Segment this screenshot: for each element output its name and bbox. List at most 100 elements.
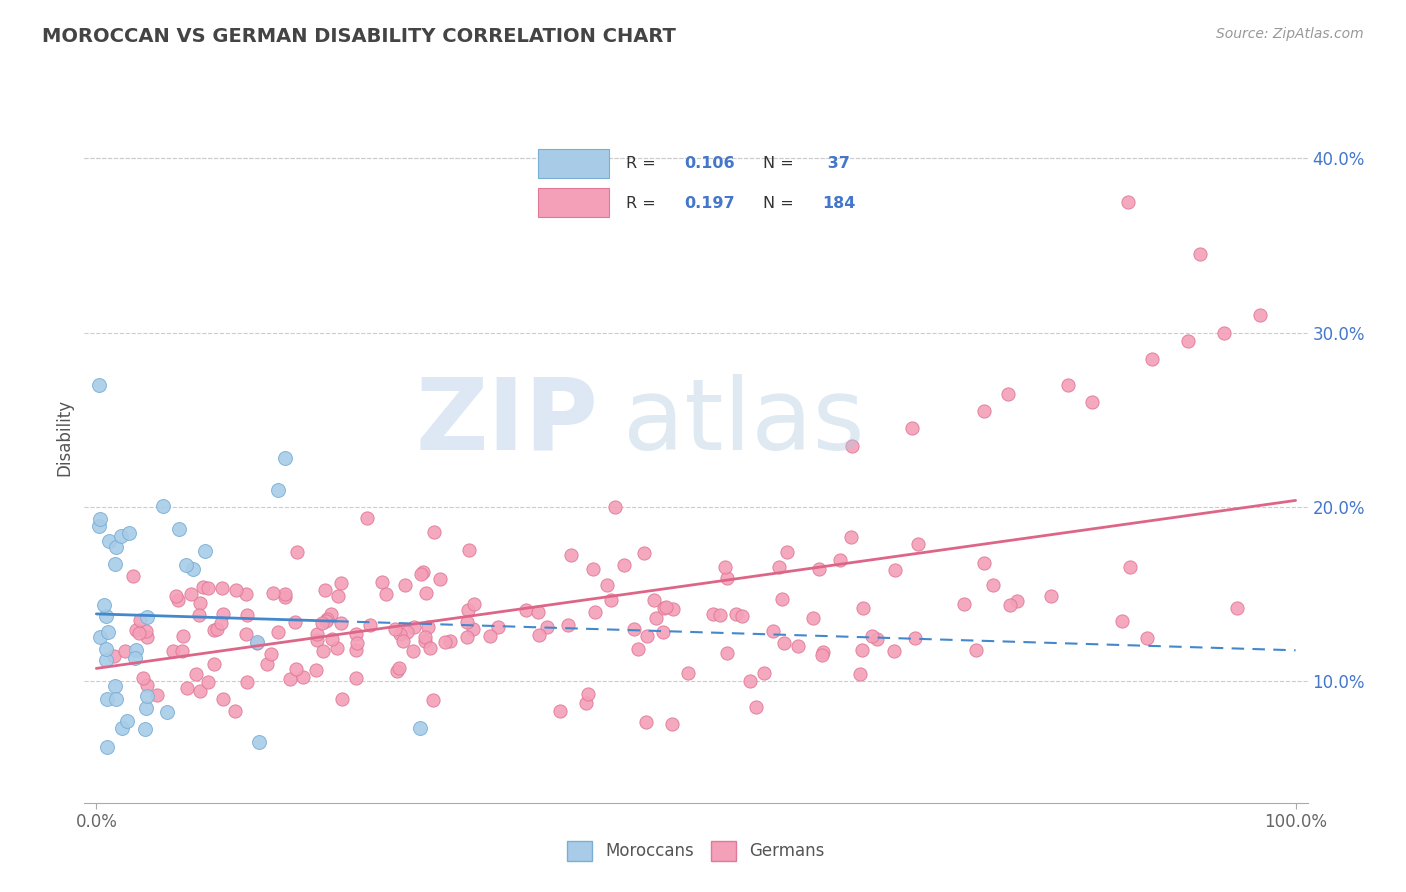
Point (901, 421, 924, 435)
Point (162, 644, 184, 658)
Point (637, 629, 659, 643)
Point (456, 615, 478, 630)
Point (633, 546, 655, 560)
Point (202, 657, 225, 672)
Point (135, 701, 157, 715)
Point (104, 541, 127, 555)
Point (136, 630, 159, 644)
Point (225, 582, 247, 597)
Point (346, 636, 368, 650)
Point (828, 553, 851, 567)
Point (1118, 560, 1140, 574)
Point (314, 583, 336, 598)
Point (111, 721, 134, 735)
Point (359, 618, 381, 632)
Point (396, 625, 419, 640)
Point (1140, 351, 1163, 366)
Point (807, 562, 830, 576)
Point (768, 560, 790, 574)
Point (97, 624, 120, 639)
Point (652, 624, 675, 639)
Point (676, 666, 699, 681)
Point (152, 499, 174, 513)
Point (583, 605, 606, 619)
Point (118, 526, 141, 541)
Point (212, 692, 235, 706)
Point (716, 571, 738, 585)
Point (125, 643, 148, 657)
Text: atlas: atlas (623, 374, 865, 471)
Point (89, 630, 111, 644)
Point (384, 623, 406, 637)
Text: 184: 184 (823, 195, 855, 211)
Point (716, 646, 738, 660)
Point (652, 600, 675, 615)
Point (527, 628, 550, 642)
Point (315, 615, 337, 629)
Point (1080, 395, 1102, 409)
Point (194, 544, 217, 558)
Point (169, 521, 191, 535)
Point (745, 700, 768, 714)
Point (246, 634, 269, 648)
Point (305, 663, 328, 677)
Point (457, 603, 479, 617)
Point (1136, 632, 1159, 646)
Bar (537, 188, 609, 218)
Point (486, 620, 509, 634)
Point (536, 620, 558, 634)
Point (401, 644, 423, 658)
Point (188, 596, 211, 610)
Text: ZIP: ZIP (415, 374, 598, 471)
Point (236, 675, 259, 690)
Point (548, 704, 571, 718)
Point (478, 629, 501, 643)
Point (409, 721, 432, 735)
Point (274, 587, 297, 601)
Point (89, 511, 111, 525)
Point (129, 613, 152, 627)
Point (96, 692, 118, 706)
Point (643, 593, 665, 607)
Point (636, 714, 658, 729)
Point (1040, 589, 1063, 603)
Point (326, 640, 349, 655)
Point (344, 671, 367, 685)
Legend: Moroccans, Germans: Moroccans, Germans (561, 834, 831, 868)
Point (330, 691, 353, 706)
Point (416, 619, 439, 633)
Point (754, 665, 776, 680)
Point (328, 589, 350, 603)
Point (344, 643, 367, 657)
Text: 37: 37 (823, 156, 849, 171)
Point (973, 556, 995, 570)
Point (1177, 334, 1199, 349)
Point (211, 582, 233, 596)
Point (132, 671, 155, 685)
Point (770, 591, 793, 606)
Point (655, 599, 678, 614)
Point (235, 627, 257, 641)
Point (776, 545, 799, 559)
Point (104, 691, 127, 706)
Point (866, 632, 889, 646)
Point (280, 672, 302, 686)
Point (319, 607, 342, 621)
Point (952, 597, 974, 611)
Point (188, 684, 211, 698)
Point (305, 633, 328, 648)
Point (236, 607, 259, 622)
Point (224, 704, 246, 718)
Point (429, 572, 451, 586)
Point (515, 603, 537, 617)
Point (883, 643, 905, 657)
Point (98, 533, 121, 548)
Point (413, 630, 436, 644)
Point (103, 648, 125, 663)
Point (724, 607, 747, 621)
Point (174, 558, 197, 572)
Point (166, 593, 188, 607)
Point (187, 607, 209, 622)
Bar (537, 149, 609, 178)
Point (267, 483, 290, 497)
